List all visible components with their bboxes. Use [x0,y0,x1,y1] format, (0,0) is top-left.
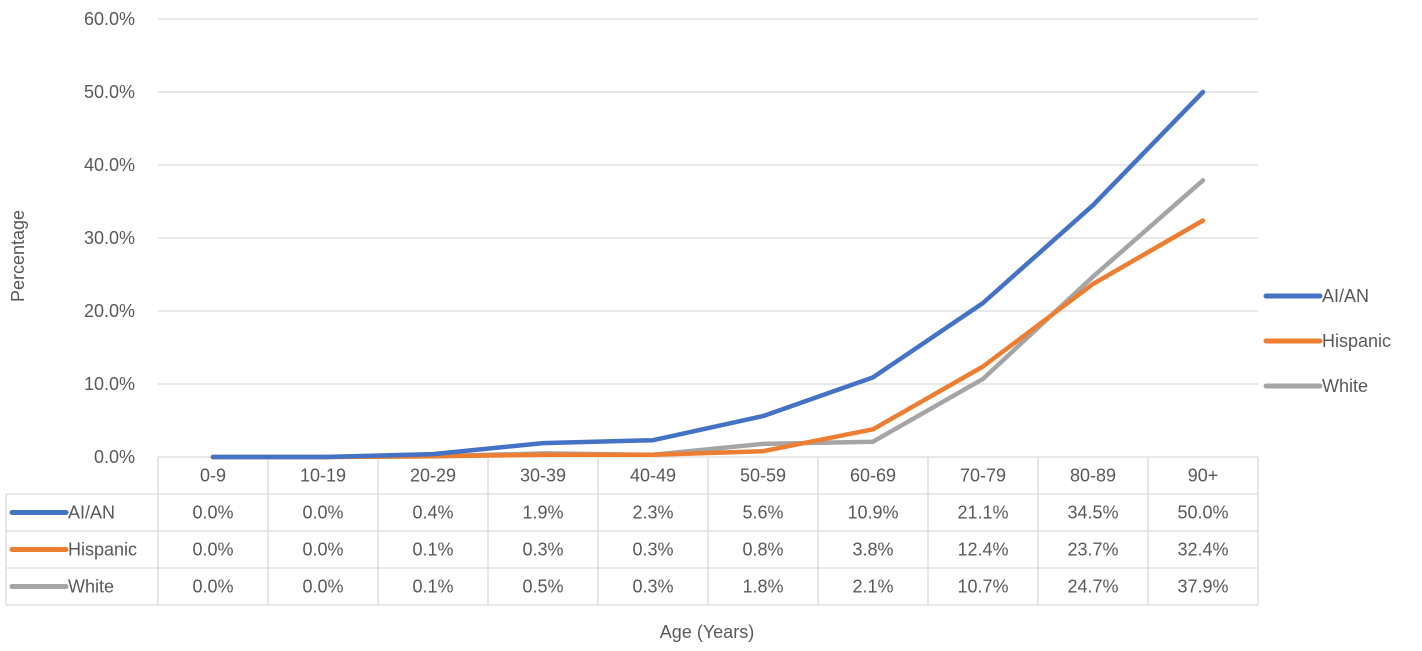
table-cell: 10.7% [957,577,1008,597]
table-cell: 37.9% [1177,577,1228,597]
data-table: 0-9 10-19 20-29 30-39 40-49 50-59 60-69 70-79 80… [5,457,1259,606]
table-cell: 23.7% [1067,540,1118,560]
x-tick-label: 60-69 [850,466,896,486]
series-line-hispanic [210,218,1206,460]
table-cell: 32.4% [1177,540,1228,560]
table-cell: 24.7% [1067,577,1118,597]
table-cell: 1.9% [522,503,563,523]
legend-label: Hispanic [1322,331,1391,351]
table-cell: 0.0% [302,540,343,560]
table-cell: 0.0% [192,577,233,597]
table-row-label: Hispanic [68,540,137,560]
table-cell: 21.1% [957,503,1008,523]
y-tick-label: 0.0% [94,447,135,467]
table-cell: 1.8% [742,577,783,597]
table-row-label: AI/AN [68,503,115,523]
y-tick-label: 40.0% [84,155,135,175]
x-tick-label: 30-39 [520,466,566,486]
table-cell: 0.3% [632,577,673,597]
series-line-ai-an [210,89,1206,460]
legend-label: White [1322,376,1368,396]
table-cell: 0.0% [302,503,343,523]
table-cell: 0.1% [412,577,453,597]
x-tick-label: 20-29 [410,466,456,486]
y-tick-label: 30.0% [84,228,135,248]
y-tick-label: 60.0% [84,9,135,29]
table-cell: 2.3% [632,503,673,523]
table-cell: 0.1% [412,540,453,560]
x-tick-label: 40-49 [630,466,676,486]
y-axis-ticks: 0.0% 10.0% 20.0% 30.0% 40.0% 50.0% 60.0% [84,9,135,467]
x-tick-label: 70-79 [960,466,1006,486]
table-cell: 0.0% [192,540,233,560]
table-cell: 2.1% [852,577,893,597]
y-tick-label: 10.0% [84,374,135,394]
gridlines [158,18,1258,458]
table-cell: 0.8% [742,540,783,560]
x-tick-label: 50-59 [740,466,786,486]
table-cell: 10.9% [847,503,898,523]
table-cell: 50.0% [1177,503,1228,523]
table-cell: 5.6% [742,503,783,523]
table-cell: 3.8% [852,540,893,560]
legend: AI/AN Hispanic White [1263,286,1391,396]
table-cell: 0.0% [192,503,233,523]
table-cell: 0.0% [302,577,343,597]
y-axis-label: Percentage [8,210,28,302]
table-cell: 0.4% [412,503,453,523]
x-axis-label: Age (Years) [660,622,754,642]
table-row-label: White [68,577,114,597]
table-cell: 0.3% [522,540,563,560]
x-tick-label: 90+ [1188,466,1219,486]
legend-label: AI/AN [1322,286,1369,306]
y-tick-label: 50.0% [84,82,135,102]
series-lines [210,89,1206,460]
table-cell: 0.3% [632,540,673,560]
x-tick-label: 80-89 [1070,466,1116,486]
y-tick-label: 20.0% [84,301,135,321]
x-tick-label: 0-9 [200,466,226,486]
table-cell: 34.5% [1067,503,1118,523]
table-cell: 12.4% [957,540,1008,560]
table-cell: 0.5% [522,577,563,597]
series-line-white [210,178,1206,460]
x-tick-label: 10-19 [300,466,346,486]
